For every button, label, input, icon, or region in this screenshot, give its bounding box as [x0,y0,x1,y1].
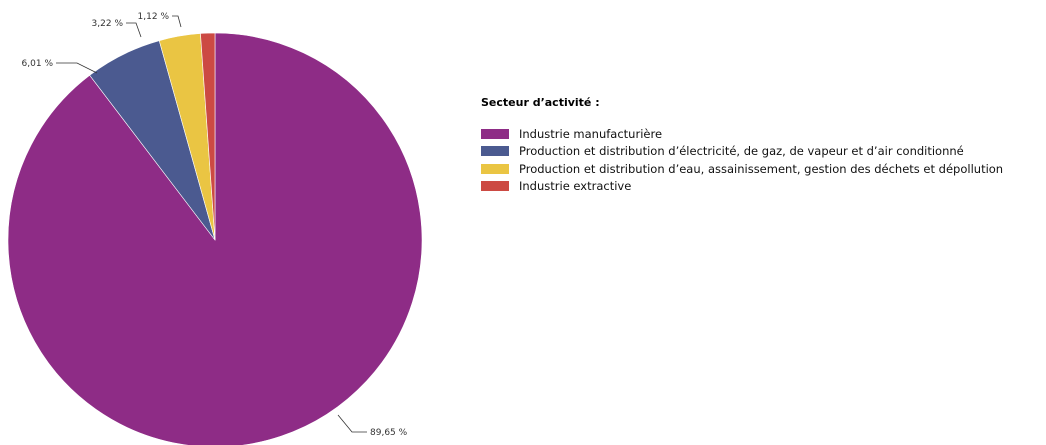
legend-swatch [481,163,509,174]
legend-swatch [481,181,509,192]
slice-percent-label: 89,65 % [370,428,408,438]
slice-industrie-manufacturiere[interactable] [7,32,423,445]
slice-percent-label: 6,01 % [22,59,54,69]
leader-line [56,62,98,74]
leader-line [337,414,367,433]
legend-item-electricite[interactable]: Production et distribution d’électricité… [481,143,1003,161]
legend-item-eau-dechets[interactable]: Production et distribution d’eau, assain… [481,160,1003,178]
slice-industrie-extractive[interactable] [200,32,216,241]
slice-percent-label: 3,22 % [92,19,124,29]
legend-label: Production et distribution d’eau, assain… [519,161,1004,176]
legend-item-industrie-extractive[interactable]: Industrie extractive [481,178,1003,196]
pie-chart: 89,65 % 6,01 % 3,22 % 1,12 % [7,12,423,445]
legend: Secteur d’activité : Industrie manufactu… [481,96,1003,195]
legend-label: Industrie extractive [519,179,632,194]
leader-line [172,15,182,28]
legend-item-industrie-manufacturiere[interactable]: Industrie manufacturière [481,125,1003,143]
slice-percent-label: 1,12 % [138,12,170,22]
leader-line [126,22,142,38]
legend-swatch [481,146,509,157]
legend-label: Industrie manufacturière [519,126,663,141]
legend-title: Secteur d’activité : [481,96,600,109]
legend-swatch [481,128,509,139]
legend-label: Production et distribution d’électricité… [519,144,964,159]
